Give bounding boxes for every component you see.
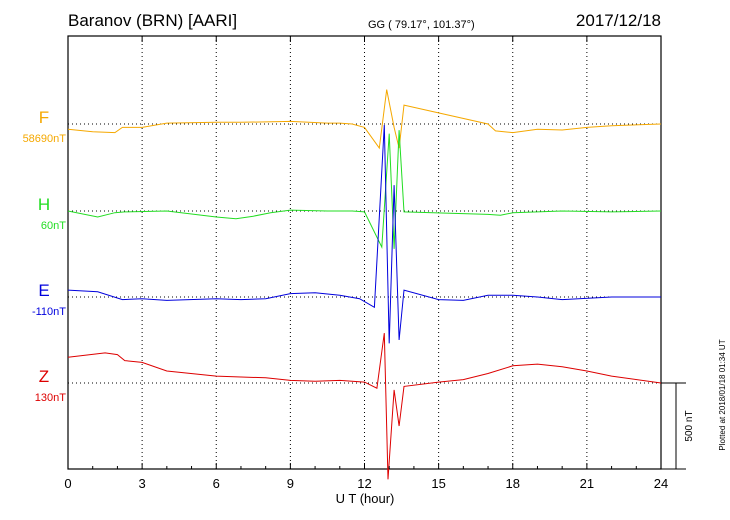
series-labels: F 58690nT H 60nT E -110nT Z 130nT <box>23 108 67 404</box>
trace-Z <box>67 333 662 480</box>
trace-H <box>67 130 662 250</box>
x-tick-label: 18 <box>506 476 520 491</box>
series-name-Z: Z <box>39 367 49 386</box>
x-tick-label: 3 <box>139 476 146 491</box>
series-name-F: F <box>39 108 49 127</box>
coordinates-label: GG ( 79.17°, 101.37°) <box>368 19 475 31</box>
x-axis-label: U T (hour) <box>336 491 395 506</box>
series-baseline-Z: 130nT <box>35 392 66 404</box>
series-name-E: E <box>38 281 49 300</box>
series-baseline-E: -110nT <box>32 306 66 318</box>
x-tick-label: 15 <box>431 476 445 491</box>
scale-bar-label: 500 nT <box>684 410 695 441</box>
trace-F <box>67 89 662 150</box>
baselines <box>68 123 661 384</box>
x-tick-label: 6 <box>213 476 220 491</box>
grid-lines <box>141 36 588 469</box>
x-tick-label: 12 <box>357 476 371 491</box>
x-tick-label: 21 <box>580 476 594 491</box>
x-axis-ticks: 0 3 6 9 12 15 18 21 24 <box>64 36 668 491</box>
series-baseline-F: 58690nT <box>23 133 67 145</box>
scale-bar: 500 nT <box>661 382 695 470</box>
x-tick-label: 24 <box>654 476 668 491</box>
x-tick-label: 9 <box>287 476 294 491</box>
x-tick-label: 0 <box>64 476 71 491</box>
traces <box>67 89 662 480</box>
series-baseline-H: 60nT <box>41 220 66 232</box>
trace-E <box>67 124 661 344</box>
plotted-timestamp: Plotted at 2018/01/18 01:34 UT <box>718 339 727 450</box>
series-name-H: H <box>38 195 50 214</box>
station-title: Baranov (BRN) [AARI] <box>68 11 237 30</box>
date-label: 2017/12/18 <box>576 11 661 30</box>
